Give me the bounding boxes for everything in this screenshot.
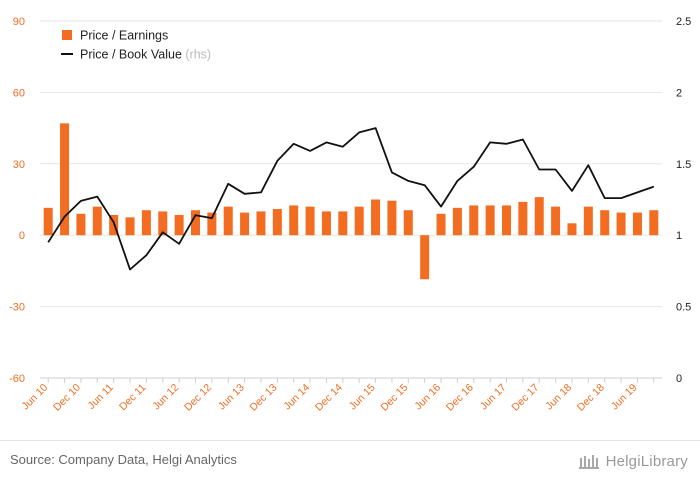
brand-logo[interactable]: HelgiLibrary [578, 449, 688, 473]
pe-bar [371, 199, 381, 236]
legend-label-pe: Price / Earnings [80, 29, 168, 43]
pe-bar [174, 214, 184, 236]
library-icon [578, 455, 599, 469]
x-tick-label: Dec 13 [247, 382, 279, 414]
x-tick-label: Jun 14 [281, 382, 312, 413]
legend-label-pbv: Price / Book Value (rhs) [80, 48, 211, 62]
pe-bar [60, 123, 70, 236]
y-left-tick-label: -30 [9, 302, 25, 314]
pe-bar [125, 217, 135, 236]
x-tick-label: Dec 18 [575, 382, 607, 414]
footer: Source: Company Data, Helgi Analytics He… [0, 440, 700, 483]
y-left-tick-label: 0 [19, 230, 25, 242]
x-tick-label: Jun 19 [609, 382, 640, 413]
pe-bar [256, 211, 266, 236]
pe-bar [600, 210, 610, 236]
y-right-tick-label: 2 [676, 87, 682, 99]
x-tick-label: Dec 11 [117, 382, 149, 414]
pe-bar [92, 206, 102, 236]
pe-bar [616, 212, 626, 236]
pe-bar [43, 207, 53, 236]
pe-bar [551, 206, 561, 236]
x-tick-label: Dec 16 [444, 382, 476, 414]
pe-bar [289, 205, 299, 236]
legend-bar-swatch [62, 30, 72, 40]
pe-bar [420, 235, 430, 280]
pe-bar [387, 200, 397, 236]
x-tick-label: Jun 18 [543, 382, 574, 413]
y-right-tick-label: 2.5 [676, 16, 691, 28]
pe-bar [452, 207, 462, 236]
x-tick-label: Dec 15 [378, 382, 410, 414]
pe-bar [403, 210, 413, 236]
pe-bar [207, 212, 217, 236]
x-tick-label: Jun 11 [86, 382, 116, 412]
pe-bar [567, 223, 577, 236]
pe-bar [502, 205, 511, 236]
pe-bar [354, 206, 364, 236]
x-tick-label: Dec 17 [509, 382, 541, 414]
legend-rhs-note: (rhs) [185, 48, 211, 62]
pe-bar [485, 205, 495, 236]
x-tick-label: Jun 15 [347, 382, 378, 413]
pe-bar [518, 201, 528, 236]
pe-bar [534, 197, 544, 236]
source-note: Source: Company Data, Helgi Analytics [10, 452, 237, 467]
y-left-tick-label: 30 [13, 159, 25, 171]
brand-name: HelgiLibrary [605, 452, 688, 470]
x-tick-label: Jun 10 [20, 382, 51, 413]
pe-bar [632, 212, 642, 236]
x-tick-label: Dec 10 [51, 382, 83, 414]
x-tick-label: Dec 12 [182, 382, 214, 414]
pe-bar [141, 210, 151, 236]
x-tick-label: Jun 13 [216, 382, 247, 413]
y-right-tick-label: 1.5 [676, 159, 691, 171]
pe-bar [76, 213, 86, 236]
pe-bar [436, 213, 446, 236]
pe-bar [469, 205, 479, 236]
y-right-tick-label: 1 [676, 230, 682, 242]
pe-bar [158, 211, 168, 236]
pe-bar [272, 209, 282, 236]
x-tick-label: Jun 17 [478, 382, 509, 413]
pe-bar [649, 210, 659, 236]
y-left-tick-label: -60 [9, 373, 25, 385]
y-right-tick-label: 0.5 [676, 302, 691, 314]
x-tick-label: Dec 14 [313, 382, 345, 414]
pbv-line [47, 127, 655, 271]
pe-bar [338, 211, 348, 236]
pe-bar [583, 206, 593, 236]
y-right-tick-label: 0 [676, 373, 682, 385]
pe-bar [191, 210, 200, 236]
pe-bar [223, 206, 233, 236]
pe-bar [305, 206, 315, 236]
y-left-tick-label: 90 [13, 16, 25, 28]
pe-bar [240, 212, 250, 236]
x-tick-label: Jun 12 [150, 382, 181, 413]
y-left-tick-label: 60 [13, 87, 25, 99]
pe-bar [321, 211, 331, 236]
x-tick-label: Jun 16 [412, 382, 443, 413]
pe-bar [109, 214, 119, 236]
